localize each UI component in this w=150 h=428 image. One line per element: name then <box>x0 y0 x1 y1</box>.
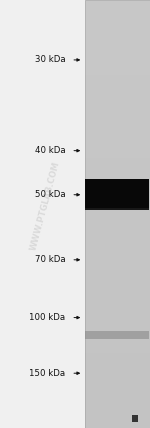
Bar <box>132 415 138 422</box>
Text: 50 kDa: 50 kDa <box>35 190 65 199</box>
Bar <box>85 331 149 339</box>
Bar <box>85 208 149 210</box>
Text: 40 kDa: 40 kDa <box>35 146 65 155</box>
Text: 100 kDa: 100 kDa <box>29 313 65 322</box>
Text: 150 kDa: 150 kDa <box>29 369 65 378</box>
Bar <box>85 0 150 428</box>
Text: 70 kDa: 70 kDa <box>35 255 65 265</box>
Text: 30 kDa: 30 kDa <box>35 55 65 65</box>
Bar <box>85 179 149 210</box>
Text: WWW.PTGLAB.COM: WWW.PTGLAB.COM <box>29 160 61 251</box>
